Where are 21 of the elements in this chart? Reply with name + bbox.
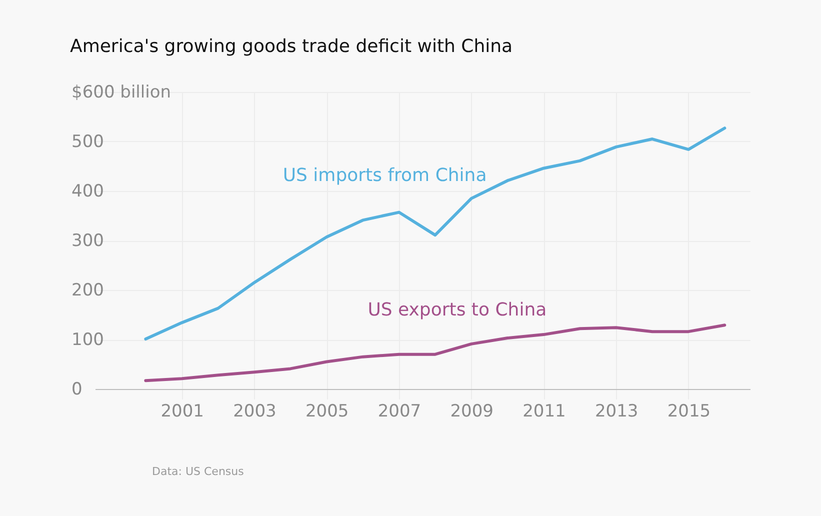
text: Data: US Census (152, 465, 244, 478)
series-label: US exports to China (368, 299, 547, 320)
y-tick-label: 0 (72, 380, 82, 400)
x-tick-label: 2001 (160, 402, 204, 422)
x-tick-label: 2009 (450, 402, 494, 422)
y-tick-label: 300 (72, 231, 104, 251)
y-tick-label: 400 (72, 182, 104, 202)
line-series (144, 324, 726, 382)
x-tick-label: 2003 (233, 402, 276, 422)
x-tick-label: 2015 (667, 402, 711, 422)
x-tick-label: 2007 (378, 402, 422, 422)
line-series (144, 126, 726, 341)
y-tick-label: 500 (72, 132, 104, 152)
series-label: US imports from China (282, 165, 487, 186)
y-tick-label: $600 billion (72, 82, 172, 102)
chart-title: America's growing goods trade deficit with China (70, 36, 513, 57)
x-tick-label: 2005 (305, 402, 349, 422)
x-tick-label: 2013 (594, 402, 638, 422)
y-tick-label: 200 (72, 280, 104, 300)
x-tick-label: 2011 (522, 402, 566, 422)
y-tick-label: 100 (72, 330, 104, 350)
